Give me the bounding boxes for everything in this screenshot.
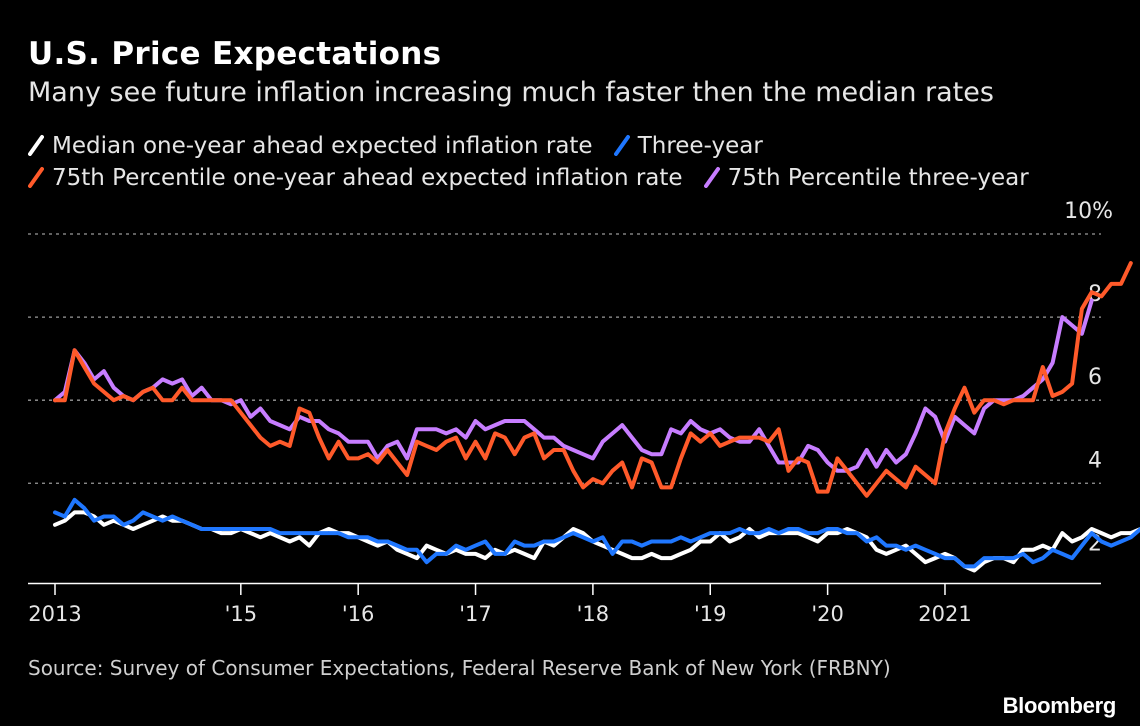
x-tick-label-'19: '19 [694, 602, 727, 626]
chart-subtitle: Many see future inflation increasing muc… [28, 77, 994, 108]
legend-label-median-one-year: Median one-year ahead expected inflation… [52, 133, 593, 159]
y-tick-label-4: 4 [1088, 448, 1102, 473]
series-line-1 [53, 497, 1140, 569]
legend-swatch-median-one-year [28, 135, 44, 156]
x-tick-label-'16: '16 [342, 602, 375, 626]
legend-label-three-year: Three-year [637, 133, 763, 159]
source-note: Source: Survey of Consumer Expectations,… [28, 656, 891, 680]
y-tick-label-10: 10% [1064, 199, 1113, 224]
legend-swatch-75th-three-year [703, 167, 720, 188]
series-line-3 [53, 298, 1094, 473]
x-tick-label-'17: '17 [459, 602, 492, 626]
legend-row-2: 75th Percentile one-year ahead expected … [28, 165, 1045, 191]
x-tick-label-'18: '18 [577, 602, 610, 626]
chart-title: U.S. Price Expectations [28, 36, 442, 72]
legend-label-75th-three-year: 75th Percentile three-year [727, 165, 1029, 191]
legend-label-75th-one-year: 75th Percentile one-year ahead expected … [52, 165, 683, 191]
legend-item-median-one-year: Median one-year ahead expected inflation… [28, 133, 593, 159]
x-tick-label-'15: '15 [225, 602, 258, 626]
legend-item-three-year: Three-year [613, 133, 763, 159]
legend-swatch-75th-one-year [28, 167, 44, 188]
series-line-0 [53, 510, 1140, 573]
legend-item-75th-one-year: 75th Percentile one-year ahead expected … [28, 165, 683, 191]
x-tick-label-'20: '20 [811, 602, 844, 626]
legend-item-75th-three-year: 75th Percentile three-year [703, 165, 1029, 191]
bloomberg-logo: Bloomberg [1002, 693, 1117, 718]
series-line-2 [53, 261, 1133, 498]
x-tick-label-2021: 2021 [918, 602, 971, 626]
x-tick-label-2013: 2013 [28, 602, 81, 626]
y-tick-label-6: 6 [1088, 365, 1102, 390]
legend-row-1: Median one-year ahead expected inflation… [28, 133, 779, 159]
legend-swatch-three-year [613, 135, 630, 156]
